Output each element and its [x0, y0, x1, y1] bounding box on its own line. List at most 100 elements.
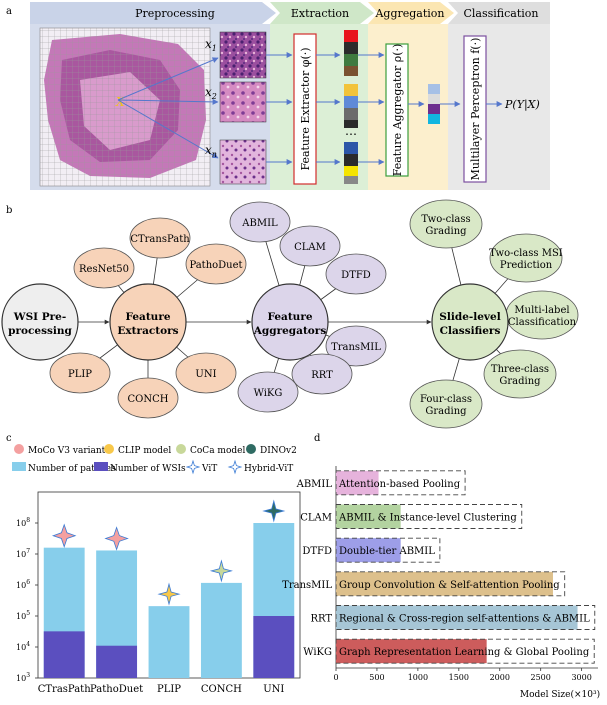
feature-extractors-hub-label: Extractors	[117, 325, 178, 337]
bar-description: ABMIL & Instance-level Clustering	[338, 513, 517, 524]
slide-level-classifiers-hub-label: Slide-level	[439, 311, 500, 323]
x-tick-label: 2000	[490, 673, 510, 682]
panel-a: a Preprocessing Extraction Aggregation C…	[6, 2, 550, 190]
bar-abmil	[336, 470, 379, 495]
legend-swatch	[94, 462, 108, 471]
classifier-node-3-label: Classification	[508, 317, 577, 328]
legend-label: MoCo V3 variant	[28, 446, 106, 456]
panel-c-letter: c	[6, 433, 12, 444]
y-tick-label: ABMIL	[296, 479, 333, 490]
wsi-slide-image	[39, 27, 211, 187]
extractor-node-ctranspath: CTransPath	[129, 217, 191, 259]
model-star-pathoduet	[104, 526, 129, 551]
model-star-ctraspath	[51, 523, 77, 548]
model-star-uni	[262, 499, 286, 523]
legend-swatch	[14, 444, 24, 454]
extractor-node-resnet50: ResNet50	[73, 247, 135, 289]
legend-item-3: CoCa model	[176, 444, 245, 456]
aggregator-node-abmil: ABMIL	[229, 201, 291, 243]
aggregator-node-abmil-label: ABMIL	[241, 218, 278, 229]
wsi-preprocessing-node: WSI Pre-processing	[1, 283, 79, 361]
feature-extractors-hub-label: Feature	[125, 311, 170, 323]
bar-patches-conch	[200, 582, 242, 678]
feature-aggregators-hub-label: Feature	[267, 311, 312, 323]
y-tick-label: TransMIL	[282, 580, 332, 591]
extractor-node-uni: UNI	[175, 352, 237, 394]
aggregator-node-wikg: WiKG	[237, 371, 299, 413]
x-tick-label: 2500	[531, 673, 551, 682]
extractor-node-plip-label: PLIP	[68, 369, 92, 380]
feature-aggregators-hub-label: Aggregators	[253, 325, 327, 337]
panel-d: d 0 500 1000 1500 2000 2500 3000 Model Size(×10…	[282, 433, 600, 700]
stage-aggregation-bg	[368, 2, 454, 24]
x-tick-label: 1000	[408, 673, 428, 682]
description-box	[335, 470, 466, 496]
x-tick-label: CTrasPath	[38, 684, 91, 695]
feature-extractors-hub: Feature Extractors	[109, 283, 187, 361]
bar-description: Group Convolution & Self-attention Pooli…	[339, 580, 560, 591]
legend-star-icon	[185, 459, 201, 475]
slide-level-classifiers-hub-label: Classifiers	[440, 325, 501, 337]
bar-description: Regional & Cross-region self-attentions …	[339, 614, 590, 625]
bar-wsis-ctraspath	[43, 631, 85, 678]
y-tick-label: 103	[16, 672, 30, 683]
pipeline-nodes: ResNet50 CTransPath PathoDuet PLIP CONCH UNI A…	[1, 199, 579, 429]
classifier-node-1-label: Grading	[425, 226, 467, 237]
x-tick-label: PLIP	[157, 684, 181, 695]
legend-item-7: ViT	[185, 459, 217, 475]
description-box	[335, 638, 595, 664]
legend-label: CoCa model	[190, 446, 245, 456]
stage-label-extraction: Extraction	[291, 7, 349, 20]
legend-item-2: CLIP model	[104, 444, 171, 456]
classifier-node-5-label: Grading	[425, 406, 467, 417]
legend-swatch	[246, 444, 256, 454]
x-tick-label: 1500	[449, 673, 469, 682]
description-box	[335, 537, 441, 563]
legend-label: Number of patches	[28, 464, 116, 474]
patch-1	[219, 31, 267, 79]
classifier-node-4-label: Grading	[499, 376, 541, 387]
wsi-preprocessing-node-label: processing	[8, 325, 72, 337]
y-tick-label: 106	[16, 579, 30, 590]
legend-swatch	[12, 462, 26, 471]
legend-swatch	[104, 444, 114, 454]
aggregator-node-transmil-label: TransMIL	[331, 342, 381, 353]
bar-transmil	[336, 571, 553, 596]
mlp-label: Multilayer Perceptron f(·)	[469, 38, 482, 181]
feature-aggregator-box	[385, 43, 409, 177]
classifier-node-3-label: Multi-label	[514, 305, 569, 316]
feature-stack-1	[344, 30, 358, 76]
extractor-node-plip: PLIP	[49, 352, 111, 394]
aggregator-node-transmil: TransMIL	[325, 325, 387, 367]
mlp-box	[463, 35, 487, 183]
extractor-node-resnet50-label: ResNet50	[79, 264, 129, 275]
bar-wsis-pathoduet	[96, 645, 138, 678]
legend-item-1: MoCo V3 variant	[14, 444, 106, 456]
slide-embedding-stack	[428, 84, 440, 124]
bar-rrt	[336, 605, 578, 630]
bar-patches-plip	[148, 606, 190, 678]
panel-b-letter: b	[6, 205, 12, 216]
legend-label: DINOv2	[260, 446, 297, 456]
aggregator-node-rrt: RRT	[291, 353, 353, 395]
panel-b: b ResNet50 CTransPath PathoDuet PLIP CONCH UN…	[1, 199, 579, 429]
y-tick-label: 107	[16, 548, 30, 559]
description-box	[335, 504, 523, 529]
stage-label-preprocessing: Preprocessing	[135, 7, 215, 20]
panel-a-letter: a	[6, 6, 12, 17]
legend-label: CLIP model	[118, 446, 171, 456]
legend-item-8: Hybrid-ViT	[227, 459, 293, 475]
stage-label-classification: Classification	[463, 7, 538, 20]
classifier-node-5-label: Four-class	[420, 394, 472, 405]
extractor-node-ctranspath-label: CTransPath	[130, 234, 190, 245]
classifier-node-4-label: Three-class	[491, 364, 549, 375]
y-tick-label: WiKG	[303, 647, 332, 658]
feature-aggregators-hub: Feature Aggregators	[251, 283, 329, 361]
bar-description: Attention-based Pooling	[338, 479, 461, 490]
aggregator-node-clam: CLAM	[279, 225, 341, 267]
bar-wsis-uni	[253, 616, 295, 678]
chart-c-legend: MoCo V3 variant CLIP model CoCa model DINOv…	[12, 444, 297, 475]
x-tick-label: 0	[333, 673, 338, 682]
y-tick-label: 104	[16, 641, 30, 652]
